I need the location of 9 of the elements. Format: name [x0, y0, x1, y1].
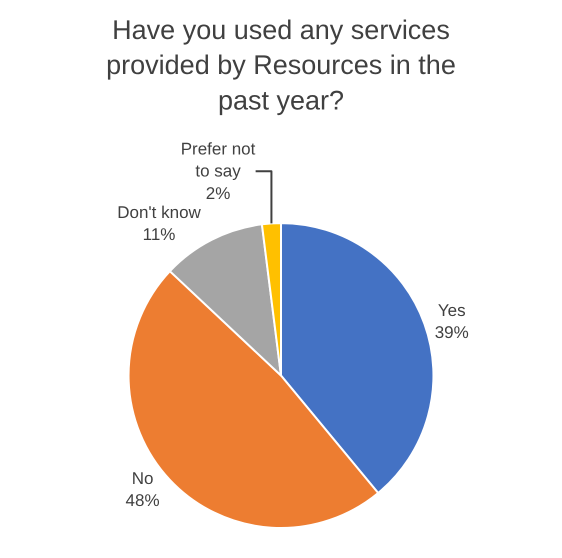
data-label: 2%: [206, 184, 230, 203]
data-label: 39%: [434, 323, 469, 342]
slice-label: Prefer not to say: [180, 140, 256, 181]
chart-title: Have you used any services provided by Resources in the past year?: [106, 15, 456, 116]
slice-label: Don't know: [117, 202, 202, 222]
data-label: 11%: [142, 224, 176, 244]
data-label: 48%: [126, 491, 160, 510]
slice-label: Yes: [438, 300, 466, 320]
slice-label: No: [132, 468, 154, 488]
